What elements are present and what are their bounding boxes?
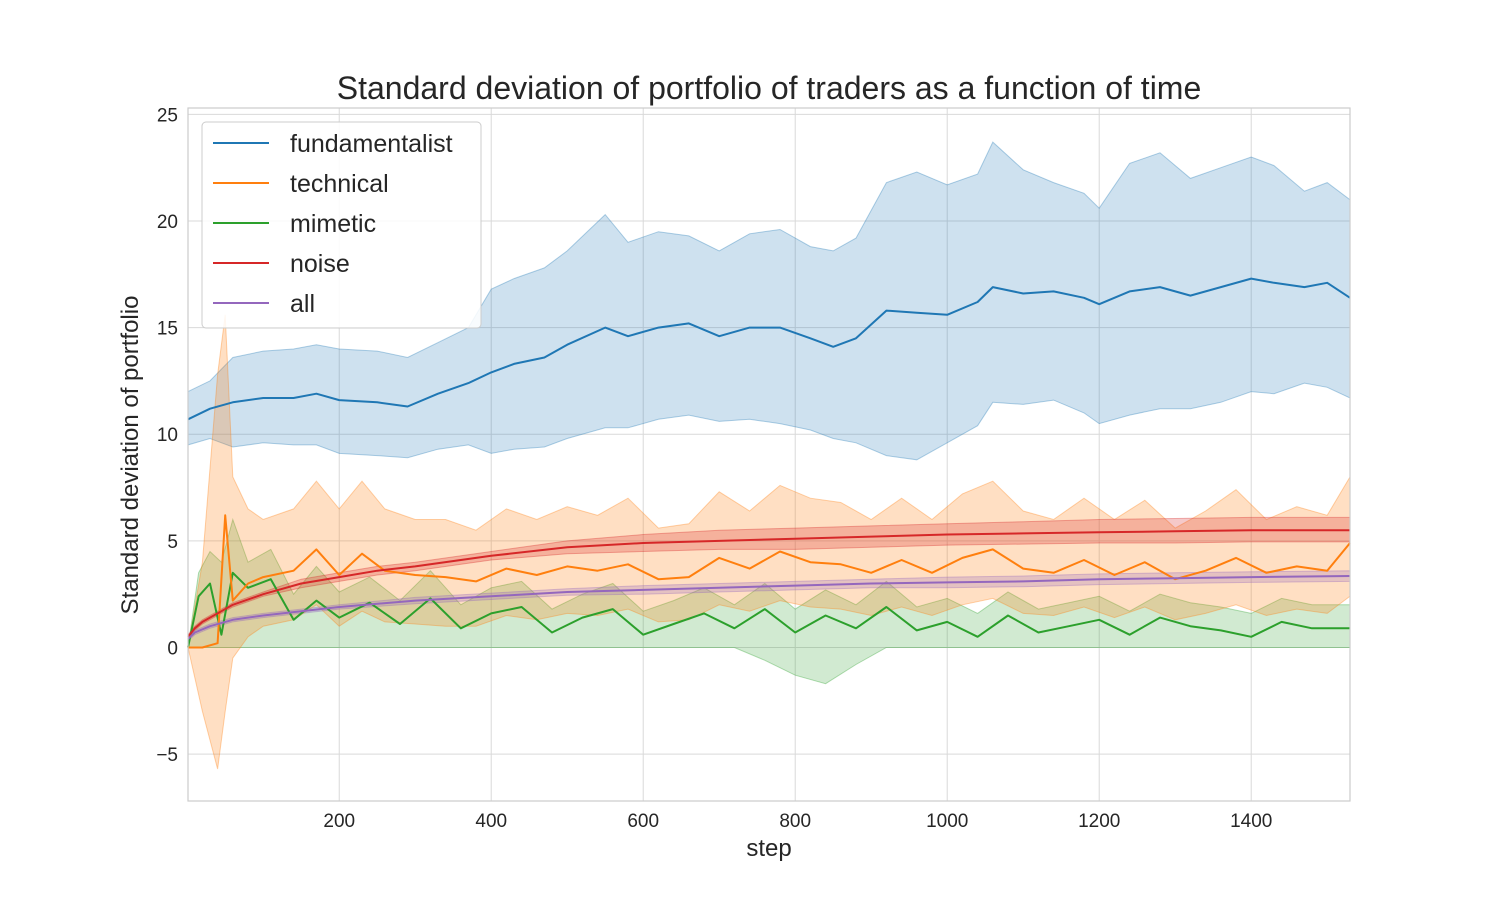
y-tick-label: −5 — [156, 745, 178, 766]
y-tick-labels: −5 0 5 10 15 20 25 — [156, 105, 178, 766]
x-axis-label: step — [746, 835, 791, 862]
series-line-all — [187, 575, 1351, 640]
x-tick-label: 600 — [627, 811, 659, 832]
x-tick-label: 200 — [323, 811, 355, 832]
series-line-noise — [187, 529, 1350, 638]
legend-label-noise: noise — [290, 250, 350, 278]
y-tick-label: 0 — [167, 638, 178, 659]
x-tick-label: 1400 — [1230, 811, 1272, 832]
x-tick-label: 1000 — [926, 811, 968, 832]
series-line-fundamentalist — [187, 277, 1351, 421]
x-tick-label: 1200 — [1078, 811, 1120, 832]
y-tick-label: 15 — [157, 319, 178, 340]
y-axis-label: Standard deviation of portfolio — [117, 296, 144, 615]
y-tick-label: 5 — [167, 532, 178, 553]
y-tick-label: 10 — [157, 425, 178, 446]
x-tick-labels: 200 400 600 800 1000 1200 1400 — [323, 811, 1272, 832]
legend-label-mimetic: mimetic — [290, 210, 376, 238]
y-tick-label: 20 — [157, 212, 178, 233]
legend-label-technical: technical — [290, 170, 389, 198]
y-tick-label: 25 — [157, 105, 178, 126]
chart-title: Standard deviation of portfolio of trade… — [337, 70, 1202, 106]
x-tick-label: 400 — [475, 811, 507, 832]
legend-label-all: all — [290, 290, 315, 318]
series-line-technical — [188, 514, 1351, 649]
legend-box — [201, 121, 482, 329]
plot-frame — [187, 107, 1351, 802]
legend-label-fundamentalist: fundamentalist — [290, 130, 453, 158]
series-lines — [187, 277, 1351, 649]
series-line-mimetic — [187, 571, 1350, 648]
legend: fundamentalist technical mimetic noise all — [201, 121, 482, 329]
x-tick-label: 800 — [779, 811, 811, 832]
